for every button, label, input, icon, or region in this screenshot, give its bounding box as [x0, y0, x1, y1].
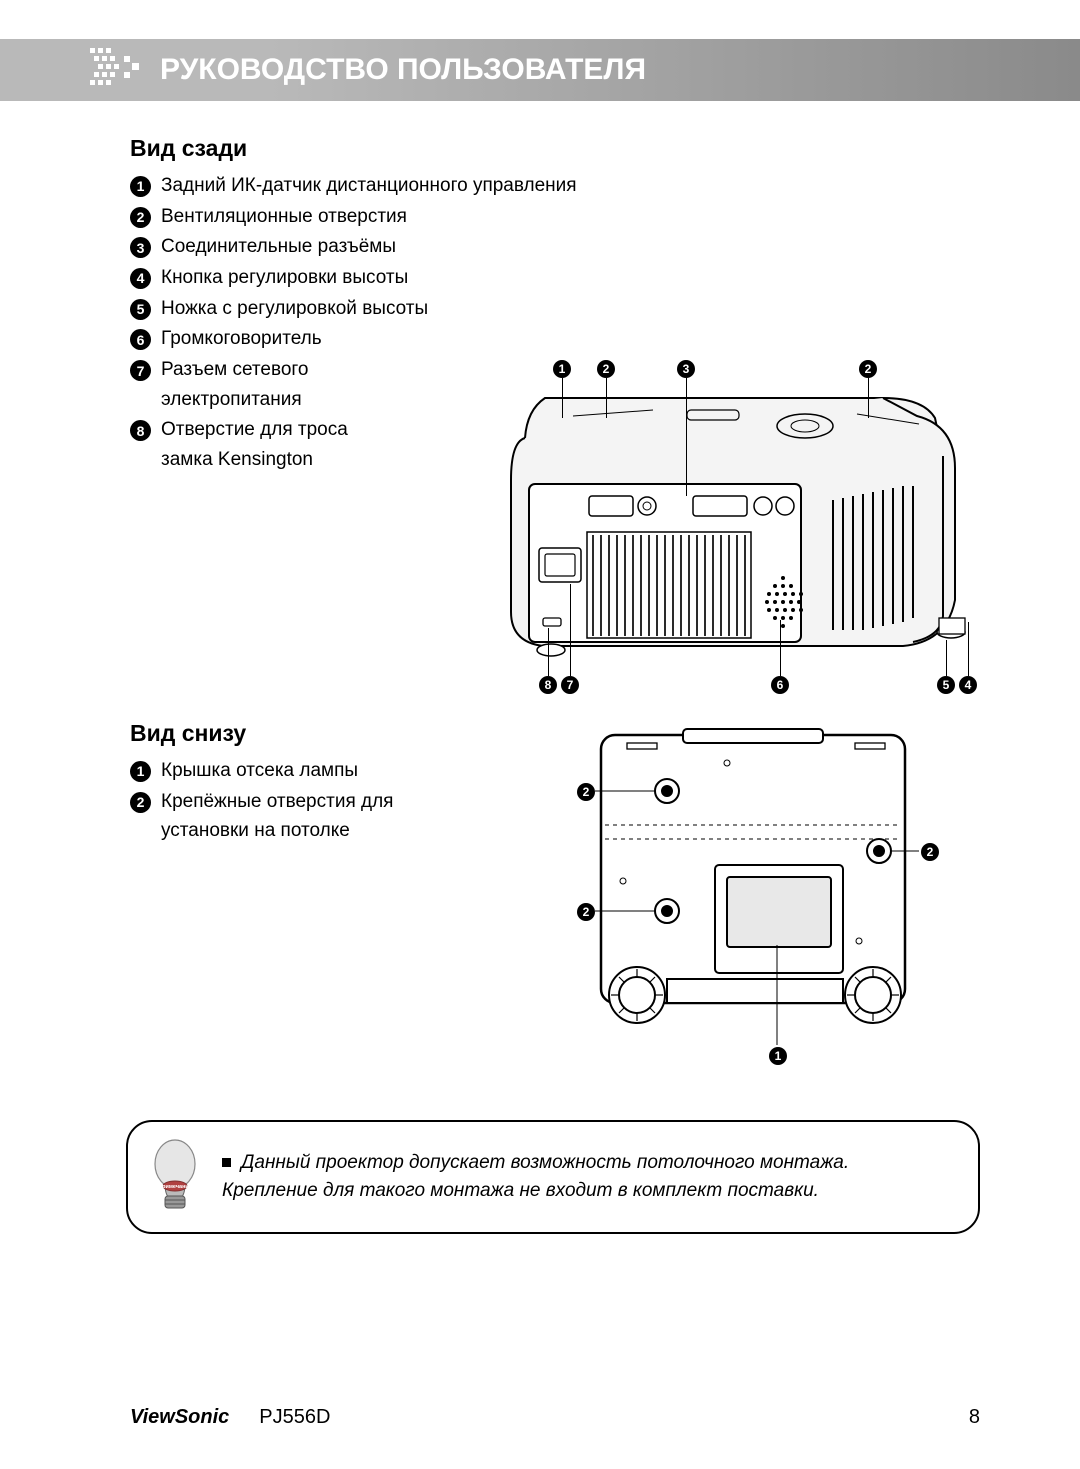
callout-line [548, 628, 549, 676]
page-title: РУКОВОДСТВО ПОЛЬЗОВАТЕЛЯ [160, 53, 646, 87]
num-badge: 2 [130, 792, 151, 813]
callout-line [606, 378, 607, 418]
list-item: 2 Вентиляционные отверстия [130, 205, 980, 230]
callout-badge: 4 [959, 676, 977, 694]
list-text: Задний ИК-датчик дистанционного управлен… [161, 174, 980, 199]
note-body: Данный проектор допускает возможность по… [222, 1152, 849, 1201]
footer-model: PJ556D [259, 1406, 330, 1429]
callout-line [868, 378, 869, 418]
note-text: Данный проектор допускает возможность по… [222, 1149, 948, 1204]
callout-badge: 2 [859, 360, 877, 378]
callout-badge: 2 [597, 360, 615, 378]
num-badge: 1 [130, 176, 151, 197]
num-badge: 8 [130, 420, 151, 441]
list-item: 6 Громкоговоритель [130, 327, 980, 352]
svg-text:Примечание: Примечание [158, 1184, 192, 1190]
callout-badge: 1 [553, 360, 571, 378]
footer: ViewSonic PJ556D 8 [130, 1406, 980, 1429]
list-text: Кнопка регулировки высоты [161, 266, 980, 291]
num-badge: 6 [130, 329, 151, 350]
note-box: Примечание Данный проектор допускает воз… [126, 1120, 980, 1234]
num-badge: 4 [130, 268, 151, 289]
num-badge: 3 [130, 237, 151, 258]
projector-rear-illustration [383, 360, 983, 700]
callout-line [968, 622, 969, 676]
list-text: Вентиляционные отверстия [161, 205, 980, 230]
callout-line [946, 640, 947, 676]
callout-badge: 6 [771, 676, 789, 694]
note-bullet-icon [222, 1158, 231, 1167]
diagram-bottom-view: 2 2 2 1 [463, 715, 963, 1075]
footer-brand: ViewSonic [130, 1406, 229, 1429]
callout-line [780, 620, 781, 676]
callout-line [686, 378, 687, 496]
list-text: Ножка с регулировкой высоты [161, 297, 980, 322]
lightbulb-icon: Примечание [148, 1138, 202, 1216]
header-chevron-icon [90, 48, 150, 92]
list-item: 5 Ножка с регулировкой высоты [130, 297, 980, 322]
list-item: 4 Кнопка регулировки высоты [130, 266, 980, 291]
list-text: Соединительные разъёмы [161, 235, 980, 260]
callout-badge: 2 [577, 903, 595, 921]
callout-badge: 3 [677, 360, 695, 378]
callout-badge: 5 [937, 676, 955, 694]
num-badge: 5 [130, 299, 151, 320]
callout-badge: 2 [921, 843, 939, 861]
list-text: Громкоговоритель [161, 327, 980, 352]
num-badge: 2 [130, 207, 151, 228]
section-rear-view: Вид сзади 1 Задний ИК-датчик дистанционно… [130, 135, 980, 479]
section-bottom-view: Вид снизу 1Крышка отсека лампы 2Крепёжны… [130, 720, 980, 850]
num-badge: 7 [130, 360, 151, 381]
callout-line [562, 378, 563, 418]
list-item: 1 Задний ИК-датчик дистанционного управле… [130, 174, 980, 199]
diagram-rear-view: 1 2 3 2 8 7 6 5 4 [383, 360, 983, 700]
callout-badge: 7 [561, 676, 579, 694]
callout-badge: 8 [539, 676, 557, 694]
header-band: РУКОВОДСТВО ПОЛЬЗОВАТЕЛЯ [0, 39, 1080, 101]
footer-page-number: 8 [969, 1406, 980, 1429]
callout-line [570, 584, 571, 676]
num-badge: 1 [130, 761, 151, 782]
callout-badge: 1 [769, 1047, 787, 1065]
heading-rear-view: Вид сзади [130, 135, 980, 162]
list-item: 3 Соединительные разъёмы [130, 235, 980, 260]
projector-bottom-illustration [463, 715, 963, 1075]
callout-badge: 2 [577, 783, 595, 801]
